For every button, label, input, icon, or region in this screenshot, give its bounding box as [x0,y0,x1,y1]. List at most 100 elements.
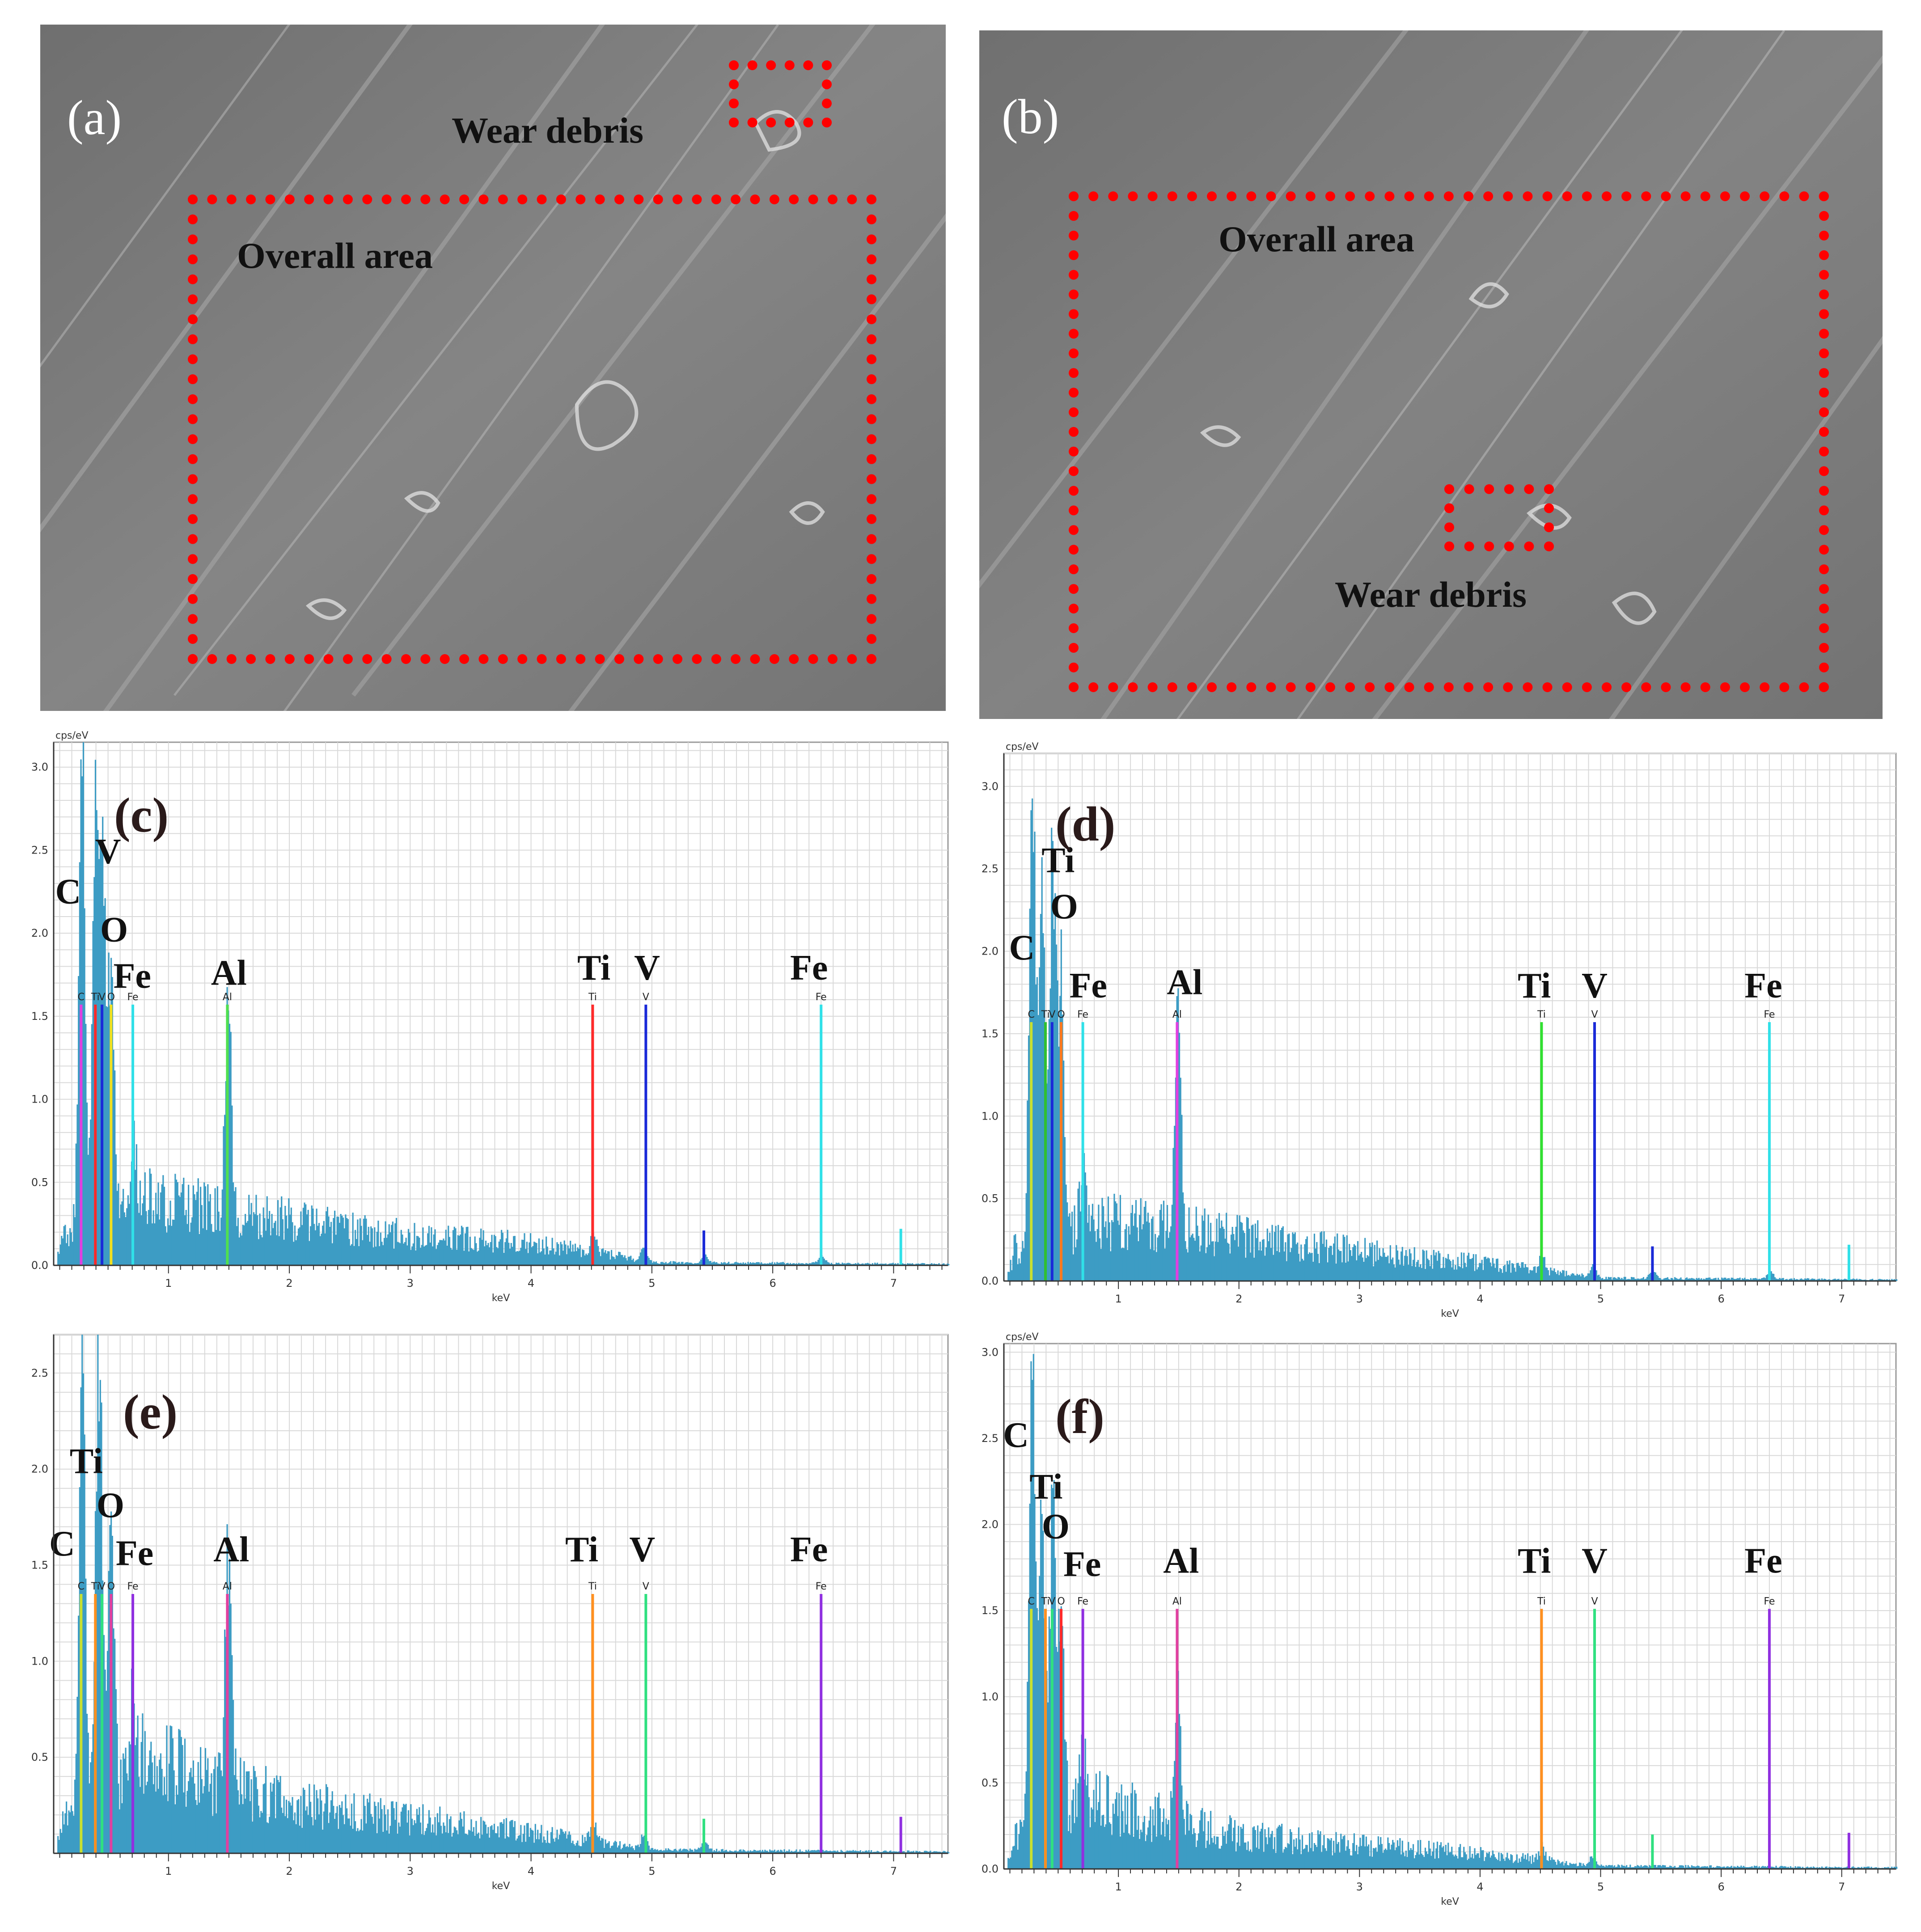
spectrum-bar [113,1628,114,1853]
spectrum-bar [1420,1264,1422,1281]
spectrum-bar [360,1226,362,1265]
spectrum-bar [764,1849,766,1853]
spectrum-bar [1305,1845,1307,1869]
spectrum-bar [1095,1773,1097,1869]
spectrum-bar [639,1256,640,1265]
spectrum-bar [1291,1832,1292,1869]
element-tag-v: V [1591,1596,1598,1607]
spectrum-bar [1269,1232,1271,1281]
spectrum-bar [486,1833,488,1853]
spectrum-bar [224,1629,226,1853]
spectrum-bar [1394,1850,1396,1869]
spectrum-bar [177,1182,178,1265]
spectrum-bar [1694,1866,1696,1869]
spectrum-bar [214,1188,216,1265]
spectrum-bar [878,1851,880,1853]
spectrum-bar [1547,1861,1549,1869]
spectrum-bar [554,1254,556,1265]
spectrum-bar [333,1218,334,1265]
spectrum-bar [660,1262,662,1265]
spectrum-bar [1698,1866,1700,1869]
spectrum-bar [915,1851,917,1853]
spectrum-bar [1609,1277,1611,1281]
spectrum-bar [456,1250,458,1265]
spectrum-bar [1352,1843,1354,1869]
element-tag-fe: Fe [1764,1009,1775,1020]
spectrum-bar [1728,1278,1730,1281]
spectrum-bar [538,1238,540,1265]
spectrum-bar [935,1264,938,1265]
element-label-c: C [1003,1416,1029,1455]
spectrum-bar [556,1830,558,1853]
spectrum-bar [806,1851,808,1853]
spectrum-bar [1756,1865,1758,1869]
spectrum-bar [161,1184,163,1265]
spectrum-bar [617,1256,618,1265]
spectrum-bar [1023,1248,1025,1281]
spectrum-bar [262,1207,264,1265]
spectrum-bar [672,1261,674,1265]
spectrum-bar [1644,1279,1646,1281]
spectrum-bar [1274,1837,1276,1869]
spectrum-bar [1358,1256,1360,1281]
spectrum-bar [598,1251,601,1265]
spectrum-bar [1018,1834,1020,1869]
spectrum-bar [265,1230,267,1265]
spectrum-bar [1506,1852,1508,1869]
spectrum-bar [346,1808,348,1853]
spectrum-bar [1429,1266,1431,1281]
spectrum-bar [1192,1834,1193,1869]
spectrum-bar [692,1850,694,1853]
spectrum-bar [765,1264,767,1265]
spectrum-bar [768,1263,770,1265]
spectrum-bar [1444,1268,1446,1281]
spectrum-bar [495,1833,496,1853]
roi-box-overall-a [188,194,876,664]
element-line-ti [591,1594,594,1853]
spectrum-bar [1587,1863,1589,1869]
spectrum-bar [1751,1866,1753,1869]
spectrum-bar [1174,1125,1176,1281]
element-line-v [1593,1022,1596,1281]
spectrum-bar [687,1262,689,1265]
spectrum-bar [161,1769,163,1853]
spectrum-bar [1510,1854,1512,1869]
spectrum-bar [1214,1256,1215,1281]
spectrum-bar [1205,1848,1207,1869]
spectrum-bar [529,1242,530,1265]
spectrum-bar [908,1850,910,1853]
spectrum-bar [752,1262,754,1265]
spectrum-bar [417,1814,419,1853]
spectrum-bar [1452,1260,1454,1281]
spectrum-bar [1697,1865,1699,1869]
spectrum-bar [321,1800,322,1853]
spectrum-bar [534,1242,536,1265]
spectrum-bar [1697,1278,1699,1281]
spectrum-bar [1096,1810,1098,1869]
spectrum-bar [1491,1855,1493,1869]
spectrum-bar [1856,1278,1858,1281]
spectrum-bar [1439,1253,1441,1281]
spectrum-bar [601,1249,603,1265]
spectrum-bar [1200,1245,1202,1281]
spectrum-bar [542,1842,544,1853]
element-tag-fe: Fe [127,1581,139,1592]
spectrum-bar [1261,1239,1264,1281]
spectrum-bar [490,1826,491,1853]
spectrum-bar [1645,1865,1647,1869]
spectrum-bar [221,1776,223,1853]
spectrum-bar [1418,1267,1420,1281]
spectrum-bar [1110,1824,1112,1869]
spectrum-bar [1089,1827,1091,1869]
spectrum-bar [1831,1867,1832,1869]
spectrum-bar [1564,1863,1566,1869]
spectrum-bar [1824,1279,1827,1281]
spectrum-bar [565,1244,567,1265]
spectrum-bar [202,1793,204,1853]
element-line-fe [131,1594,135,1853]
spectrum-bar [740,1263,742,1265]
spectrum-bar [1741,1867,1743,1869]
spectrum-bar [195,1800,197,1853]
spectrum-bar [482,1230,484,1265]
spectrum-bar [485,1240,487,1265]
